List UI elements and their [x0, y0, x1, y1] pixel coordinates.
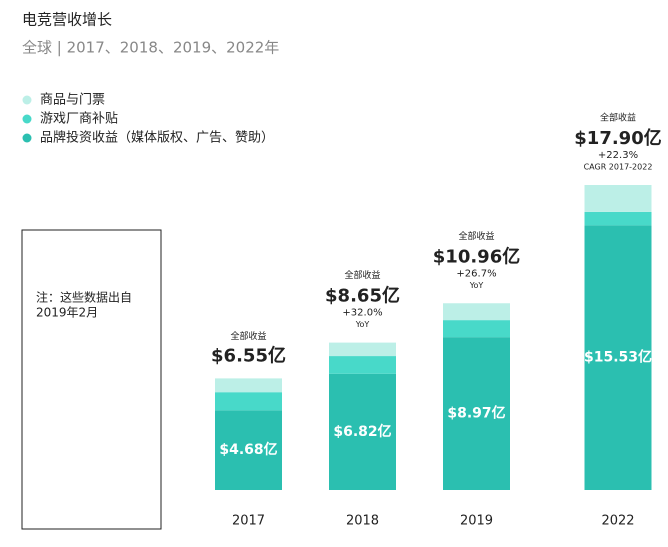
growth-note: YoY — [469, 281, 484, 290]
note-box — [21, 229, 162, 530]
legend-label: 品牌投资收益（媒体版权、广告、赞助） — [40, 130, 274, 146]
legend-swatch — [22, 95, 32, 105]
bar-segment — [329, 342, 396, 357]
bar-segment — [329, 356, 396, 374]
value-label: $4.68亿 — [219, 441, 277, 458]
bar-segment — [215, 410, 282, 490]
total-label: $10.96亿 — [433, 245, 520, 267]
legend-label: 商品与门票 — [40, 93, 105, 108]
total-caption: 全部收益 — [344, 269, 380, 281]
total-caption: 全部收益 — [600, 112, 636, 124]
x-tick-label: 2017 — [232, 514, 265, 529]
growth-label: +32.0% — [342, 308, 382, 319]
x-tick-label: 2019 — [460, 514, 493, 529]
total-label: $8.65亿 — [325, 285, 400, 307]
note-line: 2019年2月 — [36, 306, 98, 320]
bar-segment — [329, 373, 396, 490]
growth-note: CAGR 2017-2022 — [584, 163, 653, 172]
bar-segment — [215, 378, 282, 393]
bar-segment — [584, 185, 652, 212]
legend-label: 游戏厂商补贴 — [40, 112, 118, 127]
total-label: $17.90亿 — [574, 127, 661, 149]
growth-label: +26.7% — [456, 268, 496, 279]
x-tick-label: 2022 — [601, 514, 634, 529]
legend-swatch — [22, 133, 32, 143]
chart-title: 电竞营收增长 — [22, 11, 112, 29]
bar-segment — [443, 303, 510, 321]
value-label: $6.82亿 — [333, 423, 391, 440]
growth-label: +22.3% — [598, 150, 638, 161]
total-label: $6.55亿 — [211, 344, 286, 366]
value-label: $15.53亿 — [584, 349, 652, 366]
total-caption: 全部收益 — [458, 230, 494, 242]
growth-note: YoY — [355, 320, 370, 329]
note-line: 注：这些数据出自 — [36, 290, 132, 305]
x-tick-label: 2018 — [346, 514, 379, 529]
bar-segment — [443, 320, 510, 338]
chart-subtitle: 全球 | 2017、2018、2019、2022年 — [22, 39, 279, 57]
total-caption: 全部收益 — [230, 330, 266, 342]
bar-segment — [584, 211, 652, 226]
legend-swatch — [22, 114, 32, 124]
bar-segment — [584, 225, 652, 490]
value-label: $8.97亿 — [447, 405, 505, 422]
bar-segment — [215, 392, 282, 411]
bar-segment — [443, 337, 510, 490]
